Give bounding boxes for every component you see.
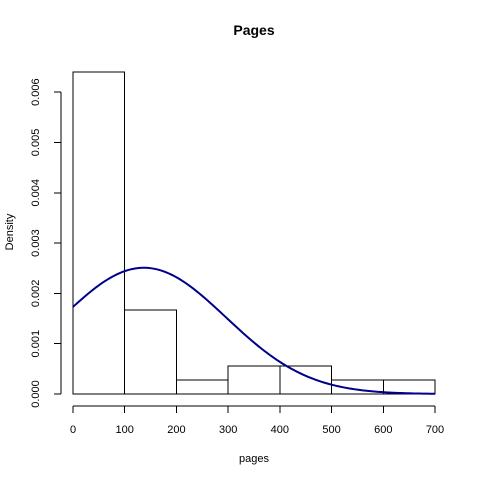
histogram-bar <box>279 365 333 395</box>
y-tick-label: 0.006 <box>30 78 42 106</box>
x-axis-label: pages <box>239 453 269 465</box>
x-tick-label: 700 <box>426 424 444 436</box>
y-tick-label: 0.002 <box>30 280 42 308</box>
y-tick-label: 0.005 <box>30 129 42 157</box>
x-tick-label: 300 <box>219 424 237 436</box>
histogram-bar <box>124 309 177 395</box>
x-tick-label: 0 <box>70 424 76 436</box>
x-axis: 0 100 200 300 400 500 600 700 <box>70 405 444 436</box>
y-tick-label: 0.001 <box>30 330 42 358</box>
histogram-bar <box>72 71 126 395</box>
histogram-bar <box>175 379 229 395</box>
density-curve-group <box>72 266 436 395</box>
y-axis-label: Density <box>4 213 16 250</box>
y-tick-label: 0.000 <box>30 380 42 408</box>
x-tick-label: 500 <box>322 424 340 436</box>
x-tick-label: 400 <box>271 424 289 436</box>
histogram-bar <box>227 365 281 395</box>
bars-group <box>72 71 436 395</box>
y-axis: 0.000 0.001 0.002 0.003 0.004 0.005 0.006 <box>30 78 62 408</box>
y-tick-label: 0.003 <box>30 229 42 257</box>
density-curve <box>72 266 436 395</box>
x-tick-label: 600 <box>374 424 392 436</box>
chart-title: Pages <box>233 22 274 38</box>
y-tick-label: 0.004 <box>30 179 42 207</box>
x-tick-label: 100 <box>116 424 134 436</box>
x-tick-label: 200 <box>167 424 185 436</box>
